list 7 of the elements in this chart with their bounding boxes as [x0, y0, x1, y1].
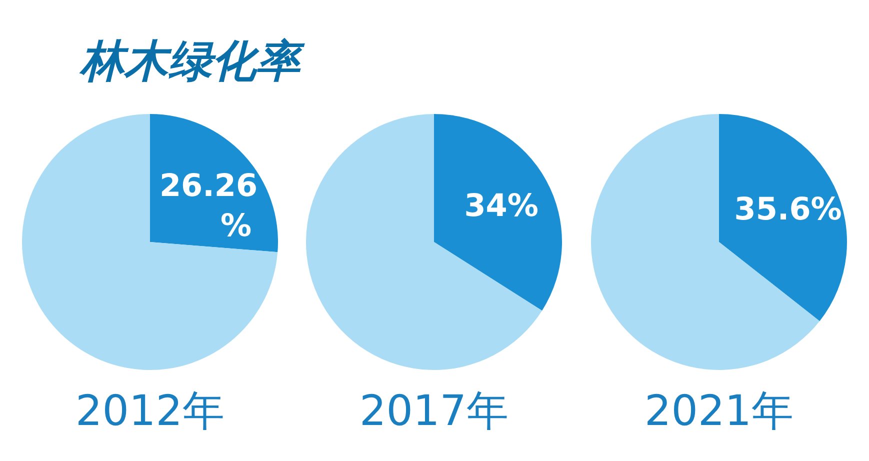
text: 2021年 [644, 386, 794, 435]
text: 2017年 [360, 386, 508, 435]
data-label: 34% [464, 188, 538, 224]
text: 2012年 [76, 386, 224, 435]
data-label: 35.6% [734, 191, 842, 228]
chart-title: 林木绿化率 [79, 36, 305, 87]
data-label: 26.26% [159, 168, 258, 244]
